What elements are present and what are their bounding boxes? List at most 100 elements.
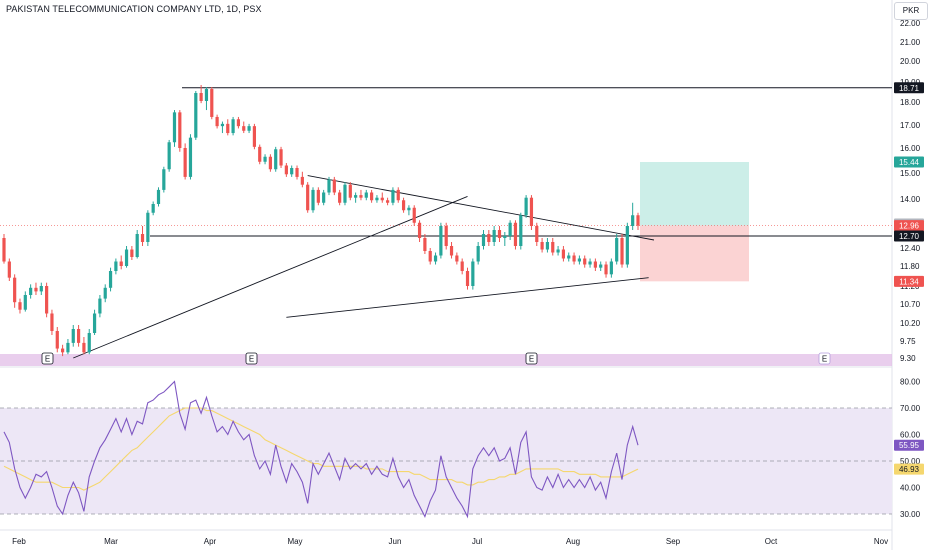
candle-body <box>524 197 528 216</box>
candle-body <box>385 200 390 203</box>
candle-body <box>465 271 470 286</box>
rsi-tick-label: 60.00 <box>900 431 921 440</box>
candle-body <box>103 287 107 299</box>
candle-body <box>172 112 177 143</box>
candle-body <box>503 236 507 238</box>
earnings-marker-label: E <box>249 355 254 364</box>
candle-body <box>364 192 368 198</box>
candle-body <box>124 249 129 266</box>
candle-body <box>45 286 49 314</box>
candle-body <box>50 313 54 331</box>
rsi-badge <box>894 463 924 475</box>
price-tick-label: 11.80 <box>900 262 920 271</box>
candle-body <box>620 238 624 265</box>
candle-body <box>114 261 118 271</box>
time-tick-label: Oct <box>765 537 778 546</box>
candle-body <box>599 264 603 268</box>
earnings-marker <box>525 352 538 365</box>
price-tick-label: 16.00 <box>900 144 921 153</box>
candle-body <box>87 333 91 353</box>
candle-body <box>2 238 6 262</box>
candle-body <box>375 197 379 201</box>
candle-body <box>380 197 384 201</box>
candle-body <box>636 215 640 226</box>
candle-body <box>476 246 480 262</box>
price-tick-label: 18.00 <box>900 98 921 107</box>
candle-body <box>119 261 123 266</box>
candle-body <box>556 249 560 253</box>
candle-body <box>423 238 427 251</box>
rsi-line <box>3 380 639 519</box>
candle-body <box>252 126 257 147</box>
candle-body <box>306 184 310 211</box>
candle-body <box>551 242 555 253</box>
candle-body <box>508 222 512 236</box>
earnings-marker-label: E <box>529 355 534 364</box>
candle-body <box>108 271 113 288</box>
currency-button[interactable]: PKR <box>894 2 928 20</box>
candle-body <box>322 192 326 203</box>
earnings-marker <box>41 352 54 365</box>
candle-body <box>140 234 145 242</box>
price-badge-label: 18.71 <box>899 84 920 93</box>
time-tick-label: Mar <box>104 537 118 546</box>
time-tick-label: Sep <box>666 537 681 546</box>
price-badge <box>894 82 924 94</box>
candle-body <box>61 348 65 353</box>
price-badge-label: 12.96 <box>899 222 920 231</box>
trend-line-descending <box>307 175 655 241</box>
time-tick-label: Jul <box>472 537 482 546</box>
candle-body <box>396 189 400 201</box>
candle-body <box>327 179 331 193</box>
candle-body <box>188 137 193 177</box>
time-tick-label: Nov <box>874 537 888 546</box>
price-badge-label: 15.44 <box>899 158 920 167</box>
time-tick-label: Feb <box>12 537 26 546</box>
candle-body <box>332 179 336 193</box>
candle-body <box>583 258 587 265</box>
rsi-tick-label: 30.00 <box>900 510 921 519</box>
candle-body <box>167 142 171 170</box>
candle-body <box>76 329 81 343</box>
candle-body <box>226 123 230 134</box>
rsi-tick-label: 50.00 <box>900 457 921 466</box>
candle-body <box>359 195 363 198</box>
candle-body <box>625 226 629 265</box>
rsi-tick-label: 70.00 <box>900 404 921 413</box>
candle-body <box>242 126 246 131</box>
candle-body <box>567 255 571 259</box>
trend-line-rising <box>73 195 468 359</box>
candle-body <box>215 116 219 127</box>
candle-body <box>34 287 38 292</box>
candle-body <box>604 264 608 275</box>
price-badge-label: 12.70 <box>899 232 920 241</box>
time-tick-label: Jun <box>389 537 402 546</box>
candle-body <box>247 126 251 131</box>
candle-body <box>55 331 59 349</box>
rsi-badge <box>894 439 924 451</box>
candle-body <box>471 261 475 286</box>
earnings-marker <box>245 352 258 365</box>
candle-body <box>13 277 17 303</box>
candle-body <box>236 119 241 127</box>
candle-body <box>7 261 11 278</box>
time-tick-label: Aug <box>566 537 580 546</box>
rsi-ma-line <box>3 407 639 491</box>
price-tick-label: 15.00 <box>900 169 921 178</box>
candle-body <box>540 242 544 250</box>
rsi-badge-label: 46.93 <box>899 465 920 474</box>
candle-body <box>535 226 539 242</box>
earnings-marker-label: E <box>45 355 50 364</box>
candle-body <box>274 149 278 170</box>
candle-body <box>300 176 304 185</box>
candle-body <box>354 195 358 198</box>
candle-body <box>439 226 443 256</box>
candle-body <box>92 313 97 333</box>
candle-body <box>519 215 523 246</box>
rsi-tick-label: 40.00 <box>900 484 921 493</box>
candle-body <box>577 258 581 262</box>
candle-body <box>151 204 155 213</box>
candle-body <box>162 169 166 190</box>
